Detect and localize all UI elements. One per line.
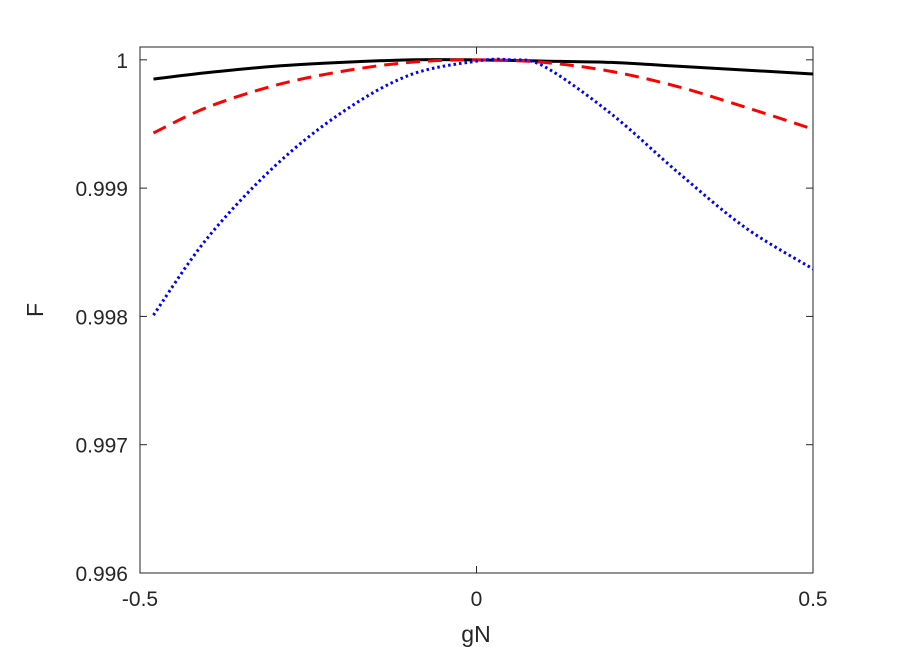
plot-area	[139, 46, 814, 574]
x-axis: -0.5 0 0.5	[122, 47, 828, 611]
y-tick-label: 1	[116, 50, 128, 73]
y-tick-label: 0.999	[75, 178, 128, 201]
series-line-3	[152, 57, 814, 316]
x-tick-label: 0.5	[798, 588, 827, 611]
x-tick-label: -0.5	[122, 588, 158, 611]
y-axis-label: F	[22, 303, 48, 317]
y-tick-label: 0.996	[75, 563, 128, 586]
x-axis-label: gN	[461, 621, 490, 647]
y-axis: 0.996 0.997 0.998 0.999 1	[75, 50, 813, 586]
x-tick-label: 0	[471, 588, 483, 611]
y-tick-label: 0.997	[75, 435, 128, 458]
series-group	[152, 57, 814, 316]
y-tick-label: 0.998	[75, 306, 128, 329]
